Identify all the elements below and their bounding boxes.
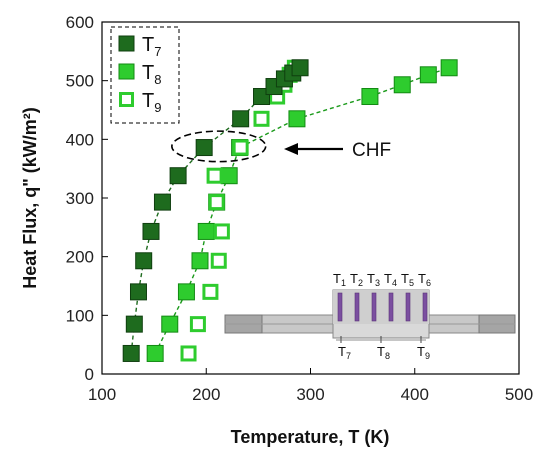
legend: T7 T8 T9 <box>110 26 180 124</box>
marker-t9 <box>208 194 225 211</box>
y-tick-label: 200 <box>66 248 94 267</box>
inset-rod <box>354 292 360 322</box>
inset-rod <box>405 292 411 322</box>
chf-ellipse <box>171 130 267 163</box>
marker-t8 <box>177 283 195 301</box>
inset-label-t6: T6 <box>418 271 431 288</box>
chf-label: CHF <box>352 140 391 161</box>
marker-t8 <box>191 252 209 270</box>
marker-t7 <box>153 193 171 211</box>
chf-annotation: CHF <box>171 130 391 163</box>
marker-t7 <box>129 283 147 301</box>
marker-t7 <box>195 139 213 157</box>
chf-arrowhead <box>284 143 298 155</box>
marker-t9 <box>232 139 249 156</box>
legend-label-t7: T7 <box>142 34 161 59</box>
y-tick-label: 400 <box>66 130 94 149</box>
marker-t7 <box>142 222 160 240</box>
inset-rod <box>337 292 343 322</box>
series-connectors <box>130 67 450 354</box>
marker-t7 <box>125 315 143 333</box>
inset-thermocouple-rods <box>337 292 428 343</box>
marker-t9 <box>213 223 230 240</box>
inset-label-t5: T5 <box>401 271 414 288</box>
legend-label-t8: T8 <box>142 62 161 87</box>
inset-schematic: T1 T2 T3 T4 T5 T6 T7 T8 T9 <box>224 271 516 361</box>
marker-t7 <box>122 344 140 362</box>
marker-t8 <box>361 88 379 106</box>
inset-label-t2: T2 <box>350 271 363 288</box>
inset-label-t7: T7 <box>338 344 351 361</box>
inset-rod <box>422 292 428 322</box>
marker-t9 <box>210 252 227 269</box>
marker-t8 <box>146 344 164 362</box>
inset-rod <box>388 292 394 322</box>
y-tick-label: 600 <box>66 13 94 32</box>
y-tick-label: 100 <box>66 306 94 325</box>
y-tick-label: 0 <box>85 365 94 384</box>
marker-t7 <box>135 252 153 270</box>
x-tick-label: 400 <box>401 385 429 404</box>
marker-t8 <box>288 110 306 128</box>
legend-label-t9: T9 <box>142 90 161 115</box>
x-tick-label: 100 <box>88 385 116 404</box>
legend-marker-t8 <box>118 63 135 80</box>
x-tick-label: 300 <box>296 385 324 404</box>
marker-t7 <box>232 110 250 128</box>
marker-t8 <box>393 76 411 94</box>
marker-t8 <box>197 222 215 240</box>
inset-label-t8: T8 <box>377 344 390 361</box>
inset-block-top <box>333 290 429 324</box>
x-tick-label: 200 <box>192 385 220 404</box>
legend-marker-t9 <box>119 92 134 107</box>
marker-t8 <box>161 315 179 333</box>
marker-t9 <box>202 283 219 300</box>
inset-label-t1: T1 <box>333 271 346 288</box>
marker-t8 <box>220 167 238 185</box>
legend-marker-t7 <box>118 35 135 52</box>
y-tick-label: 300 <box>66 189 94 208</box>
data-markers <box>122 59 458 362</box>
inset-label-t4: T4 <box>384 271 397 288</box>
y-axis-title: Heat Flux, q" (kW/m²) <box>20 107 40 289</box>
marker-t7 <box>291 59 309 77</box>
y-tick-label: 500 <box>66 72 94 91</box>
marker-t9 <box>180 345 197 362</box>
marker-t9 <box>206 167 223 184</box>
marker-t9 <box>189 316 206 333</box>
inset-label-t3: T3 <box>367 271 380 288</box>
inset-rod <box>371 292 377 322</box>
inset-label-t9: T9 <box>417 344 430 361</box>
series-connector-t7 <box>130 67 301 354</box>
marker-t7 <box>169 167 187 185</box>
x-tick-label: 500 <box>505 385 533 404</box>
x-axis-title: Temperature, T (K) <box>231 427 390 447</box>
marker-t8 <box>440 59 458 77</box>
marker-t9 <box>253 110 270 127</box>
marker-t8 <box>419 66 437 84</box>
marker-t7 <box>253 88 271 106</box>
